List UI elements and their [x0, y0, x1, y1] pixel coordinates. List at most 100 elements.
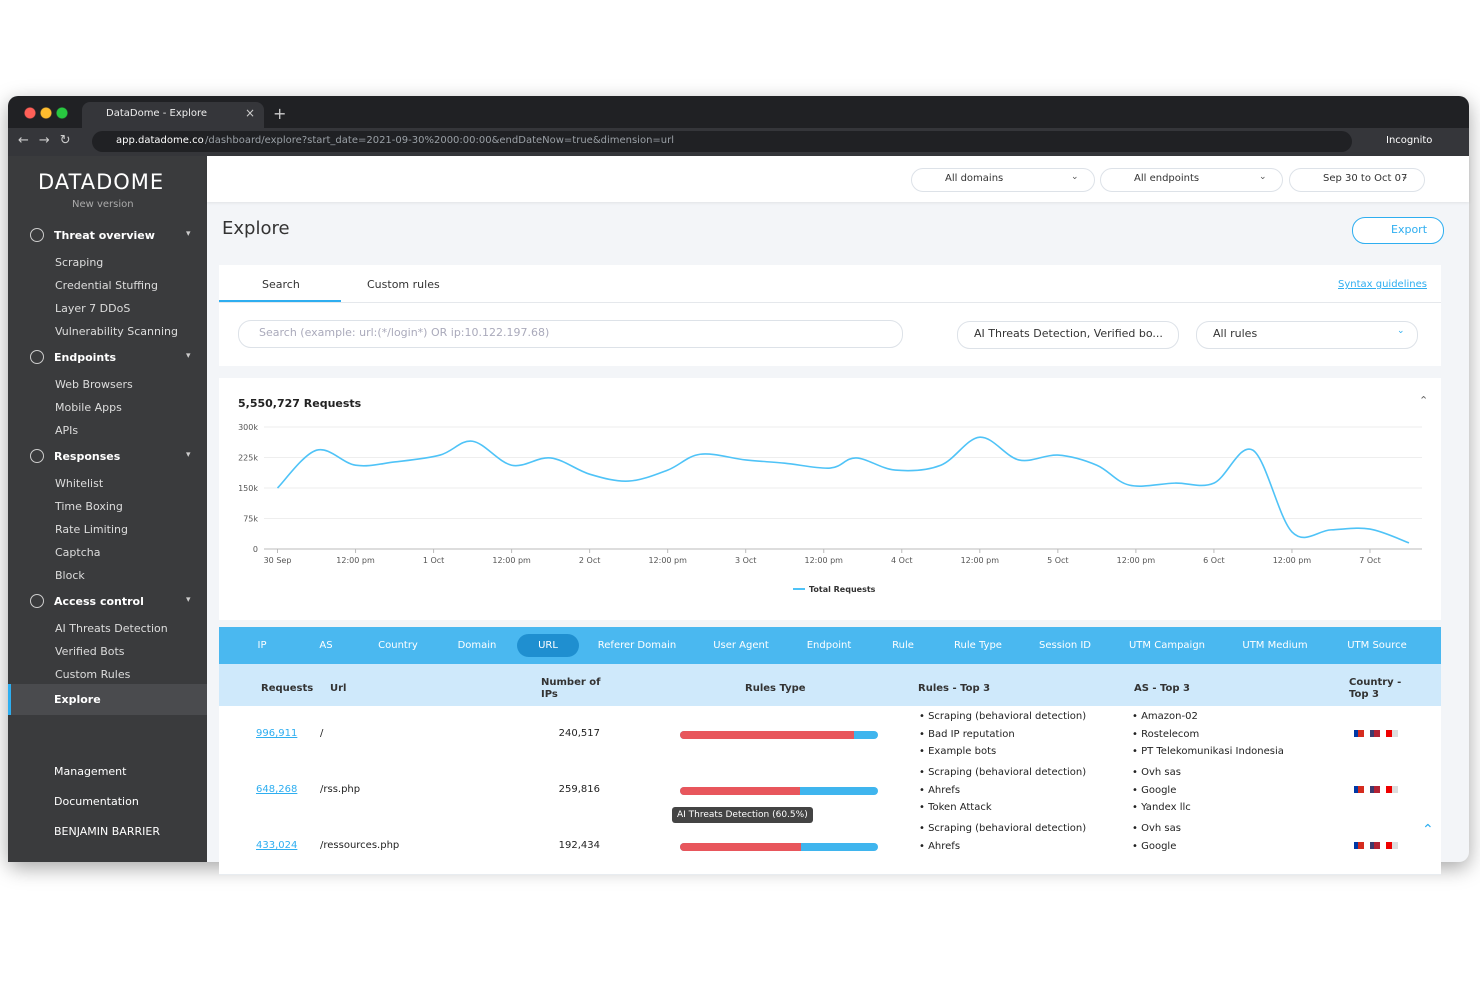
- section-caret: ▾: [186, 595, 191, 605]
- requests-link[interactable]: 433,024: [256, 840, 298, 851]
- x-tick-label: 4 Oct: [891, 556, 912, 565]
- rules-select[interactable]: [1196, 321, 1418, 349]
- rules-type-bar: [680, 731, 855, 739]
- section-title[interactable]: Access control: [54, 595, 144, 608]
- x-tick-label: 12:00 pm: [336, 556, 375, 565]
- collapse-icon: ⌃: [1419, 394, 1428, 407]
- rule-item: • Token Attack: [919, 802, 992, 813]
- rule-item: • Scraping (behavioral detection): [919, 823, 1087, 834]
- nav-item[interactable]: Custom Rules: [55, 668, 131, 681]
- ips: 192,434: [558, 840, 600, 851]
- tab[interactable]: Custom rules: [367, 278, 440, 291]
- dropdown-caret: ⌄: [1401, 172, 1409, 182]
- nav-item[interactable]: Whitelist: [55, 477, 104, 490]
- nav-item[interactable]: Layer 7 DDoS: [55, 302, 131, 315]
- rules-caret: ⌄: [1397, 326, 1405, 336]
- nav-bottom[interactable]: Management: [54, 765, 127, 778]
- window-dots: [24, 107, 68, 119]
- nav-item[interactable]: Rate Limiting: [55, 523, 128, 536]
- section-title[interactable]: Endpoints: [54, 351, 117, 364]
- nav-item[interactable]: Time Boxing: [55, 500, 123, 513]
- x-tick-label: 7 Oct: [1359, 556, 1380, 565]
- rules-type-bar: [680, 787, 800, 795]
- tab[interactable]: Search: [262, 278, 300, 291]
- dimension-tab[interactable]: IP: [257, 640, 267, 651]
- nav-bottom[interactable]: BENJAMIN BARRIER: [54, 825, 160, 838]
- export-button[interactable]: [1352, 217, 1444, 244]
- nav-item[interactable]: Scraping: [55, 256, 104, 269]
- section-caret: ▾: [186, 351, 191, 361]
- nav-item[interactable]: Mobile Apps: [55, 401, 122, 414]
- dropdown-label: All domains: [945, 173, 1004, 184]
- nav-item[interactable]: Captcha: [55, 546, 101, 559]
- section-title[interactable]: Threat overview: [54, 229, 155, 242]
- nav-item[interactable]: Vulnerability Scanning: [55, 325, 179, 338]
- as-item: • Ovh sas: [1132, 767, 1181, 778]
- active-nav: [8, 684, 207, 715]
- x-tick-label: 30 Sep: [264, 556, 292, 565]
- rules-type-bar: [680, 843, 801, 851]
- ips: 259,816: [558, 784, 600, 795]
- url: /ressources.php: [320, 840, 400, 851]
- syntax-link[interactable]: Syntax guidelines: [1338, 279, 1427, 290]
- nav-bottom[interactable]: Documentation: [54, 795, 139, 808]
- dimension-tab[interactable]: Referer Domain: [597, 640, 677, 651]
- x-tick-label: 2 Oct: [579, 556, 600, 565]
- flags: [1354, 786, 1400, 793]
- dropdown[interactable]: [911, 168, 1095, 192]
- dimension-tab[interactable]: Endpoint: [806, 640, 852, 651]
- dimension-tab[interactable]: Rule Type: [954, 640, 1002, 651]
- nav-item[interactable]: Web Browsers: [55, 378, 133, 391]
- dimension-tab[interactable]: UTM Medium: [1242, 640, 1308, 651]
- as-item: • Yandex llc: [1132, 802, 1191, 813]
- dimension-tab[interactable]: Country: [378, 640, 418, 651]
- x-tick-label: 12:00 pm: [805, 556, 844, 565]
- tooltip: AI Threats Detection (60.5%): [672, 807, 813, 823]
- rule-item: • Scraping (behavioral detection): [919, 711, 1087, 722]
- rule-item: • Example bots: [919, 746, 997, 757]
- nav-item[interactable]: Credential Stuffing: [55, 279, 158, 292]
- dimension-tab[interactable]: UTM Campaign: [1128, 640, 1206, 651]
- table-header: [219, 664, 1441, 706]
- section-caret: ▾: [186, 229, 191, 239]
- x-tick-label: 5 Oct: [1047, 556, 1068, 565]
- filter-select[interactable]: [957, 321, 1179, 349]
- dropdown-label: Sep 30 to Oct 07: [1323, 173, 1408, 184]
- requests-link[interactable]: 996,911: [256, 728, 298, 739]
- search-input[interactable]: [238, 320, 903, 348]
- section-caret: ▾: [186, 450, 191, 460]
- dimension-tab[interactable]: AS: [319, 640, 333, 651]
- dropdown[interactable]: [1100, 168, 1283, 192]
- dimension-tab[interactable]: User Agent: [713, 640, 769, 651]
- chart-card: [219, 378, 1441, 620]
- dropdown[interactable]: [1289, 168, 1425, 192]
- nav-item[interactable]: AI Threats Detection: [55, 622, 168, 635]
- requests-link[interactable]: 648,268: [256, 784, 298, 795]
- section-title[interactable]: Responses: [54, 450, 121, 463]
- ips: 240,517: [558, 728, 600, 739]
- version: New version: [72, 199, 134, 210]
- x-tick-label: 12:00 pm: [492, 556, 531, 565]
- flags: [1354, 730, 1400, 737]
- dimension-tab[interactable]: URL: [538, 640, 558, 651]
- x-tick-label: 3 Oct: [735, 556, 756, 565]
- flags: [1354, 842, 1400, 849]
- table-header-cell: Country - Top 3: [1349, 677, 1402, 700]
- nav-icons: ←→↻: [18, 133, 81, 148]
- table-header-cell: Url: [330, 683, 347, 694]
- sidebar: [8, 156, 207, 862]
- search-placeholder: Search (example: url:(*/login*) OR ip:10…: [259, 326, 550, 339]
- dimension-tab[interactable]: Session ID: [1039, 640, 1091, 651]
- scroll-top[interactable]: ⌃: [1422, 822, 1434, 838]
- dimension-tab[interactable]: Rule: [892, 640, 914, 651]
- dimension-tab[interactable]: Domain: [457, 640, 497, 651]
- x-tick-label: 12:00 pm: [1273, 556, 1312, 565]
- dimension-tab[interactable]: UTM Source: [1347, 640, 1407, 651]
- nav-item-active[interactable]: Explore: [54, 693, 101, 706]
- nav-item[interactable]: Verified Bots: [55, 645, 125, 658]
- url: /: [320, 728, 324, 739]
- nav-item[interactable]: APIs: [55, 424, 79, 437]
- nav-item[interactable]: Block: [55, 569, 85, 582]
- profile: Incognito: [1386, 135, 1433, 146]
